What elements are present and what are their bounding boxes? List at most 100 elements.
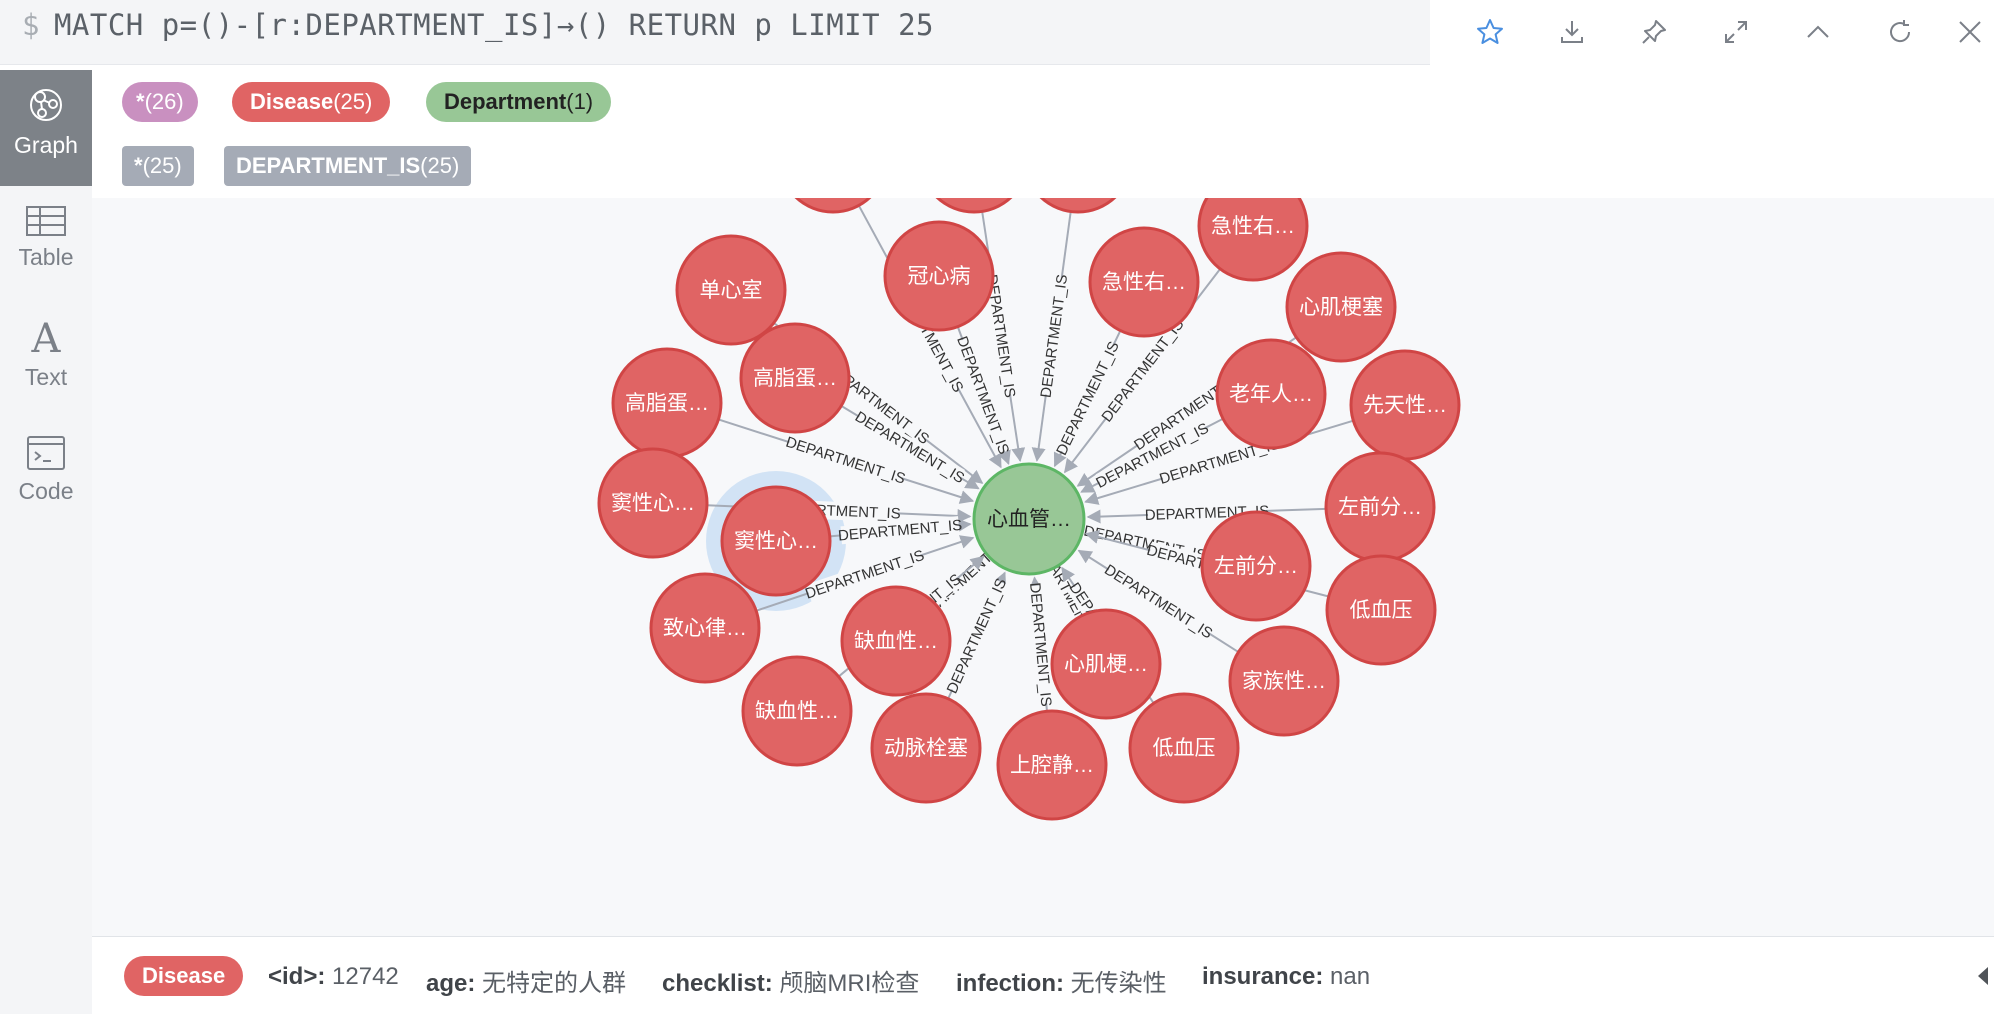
prop-value: nan (1330, 963, 1371, 990)
expand-icon[interactable] (1714, 10, 1758, 54)
legend-all-nodes-count: (26) (144, 89, 184, 114)
disease-node[interactable]: 缺血性… (741, 655, 853, 767)
node-label: 上腔静… (1010, 754, 1094, 777)
disease-node[interactable]: 高脂蛋… (739, 322, 851, 434)
legend-disease-count: (25) (333, 89, 373, 114)
legend-department[interactable]: Department(1) (426, 82, 612, 122)
disease-node[interactable]: 动脉栓塞 (870, 692, 982, 804)
disease-node[interactable]: 高脂蛋… (611, 347, 723, 459)
prop-key: <id>: (268, 963, 326, 990)
graph-canvas[interactable]: DEPARTMENT_IS DEPARTMENT_IS DEPARTMENT_IS D… (92, 198, 1994, 936)
disease-node[interactable]: 缺血性… (840, 585, 952, 697)
inspector-prop-age: age: 无特定的人群 (426, 963, 626, 998)
disease-node[interactable]: 心肌梗塞 (1285, 251, 1397, 363)
node-label: 低血压 (1350, 599, 1413, 622)
disease-node[interactable]: 左前分… (1200, 510, 1312, 622)
node-label: 低血压 (1153, 737, 1216, 760)
legend-department-is[interactable]: DEPARTMENT_IS(25) (224, 146, 472, 186)
disease-node[interactable]: 先天性… (1349, 349, 1461, 461)
disease-node[interactable] (1024, 198, 1132, 214)
nav-table[interactable]: Table (0, 190, 92, 306)
node-label: 左前分… (1214, 555, 1298, 578)
node-label: 缺血性… (755, 700, 839, 723)
disease-node[interactable] (920, 198, 1028, 214)
node-label: 动脉栓塞 (884, 737, 968, 760)
node-label: 家族性… (1242, 670, 1326, 693)
disease-node[interactable]: 窦性心… (597, 447, 709, 559)
star-icon[interactable] (1468, 10, 1512, 54)
legend-all-nodes[interactable]: *(26) (122, 82, 198, 122)
legend-disease[interactable]: Disease(25) (232, 82, 391, 122)
nav-graph-label: Graph (14, 132, 78, 158)
inspector-prop-infection: infection: 无传染性 (956, 963, 1167, 998)
department-node[interactable]: 心血管… (972, 462, 1086, 576)
query-text[interactable]: $ MATCH p=()-[r:DEPARTMENT_IS]→() RETURN … (22, 8, 934, 42)
svg-text:DEPARTMENT_IS: DEPARTMENT_IS (1026, 582, 1055, 708)
node-label: 缺血性… (854, 630, 938, 653)
nav-text-label: Text (24, 364, 68, 390)
disease-node[interactable]: 上腔静… (996, 709, 1108, 821)
disease-node[interactable]: 急性右… (1197, 198, 1309, 282)
close-icon[interactable] (1948, 10, 1992, 54)
legend-rel-type-name: DEPARTMENT_IS (236, 153, 421, 178)
disease-node[interactable]: 致心律… (649, 572, 761, 684)
disease-node[interactable]: 家族性… (1228, 625, 1340, 737)
inspector-prop-checklist: checklist: 颅脑MRI检查 (662, 963, 919, 998)
result-toolbar (1430, 0, 1994, 64)
query-editor[interactable]: $ MATCH p=()-[r:DEPARTMENT_IS]→() RETURN … (0, 0, 1430, 65)
collapse-arrow-icon[interactable] (1978, 967, 1988, 985)
disease-node[interactable]: 冠心病 (883, 220, 995, 332)
inspector-panel: Disease <id>: 12742 age: 无特定的人群 checklis… (92, 936, 1994, 1015)
nav-code-label: Code (18, 478, 74, 504)
disease-node[interactable]: 老年人… (1215, 338, 1327, 450)
disease-node[interactable]: 窦性心… (720, 485, 832, 597)
prop-value: 无传染性 (1070, 970, 1167, 997)
rerun-icon[interactable] (1878, 10, 1922, 54)
prop-key: age: (426, 970, 476, 997)
node-label: 心肌梗… (1064, 653, 1148, 676)
disease-node[interactable]: 急性右… (1088, 226, 1200, 338)
prop-value: 颅脑MRI检查 (779, 970, 920, 997)
code-icon (27, 436, 65, 470)
legend-all-relationships[interactable]: *(25) (122, 146, 194, 186)
disease-node[interactable]: 低血压 (1128, 692, 1240, 804)
node-label: 左前分… (1338, 496, 1422, 519)
nav-graph[interactable]: Graph (0, 70, 92, 186)
query-string[interactable]: MATCH p=()-[r:DEPARTMENT_IS]→() RETURN p… (53, 8, 934, 42)
node-label: 心肌梗塞 (1299, 296, 1383, 319)
node-label: 窦性心… (734, 530, 818, 553)
inspector-label-badge[interactable]: Disease (124, 956, 244, 996)
nav-text[interactable]: A Text (0, 302, 92, 418)
disease-node[interactable]: 心肌梗… (1050, 608, 1162, 720)
disease-node[interactable]: 左前分… (1324, 451, 1436, 563)
node-label: 心血管… (987, 508, 1071, 531)
prop-key: insurance: (1202, 963, 1324, 990)
graph-icon (30, 89, 62, 121)
disease-node[interactable]: 单心室 (779, 198, 887, 214)
node-label: 急性右… (1211, 215, 1295, 238)
node-label: 单心室 (700, 279, 763, 302)
table-icon (26, 206, 66, 236)
relationship-label: DEPARTMENT_IS (1036, 273, 1072, 399)
prop-value: 无特定的人群 (482, 970, 627, 997)
disease-node[interactable]: 低血压 (1325, 554, 1437, 666)
node-label: 高脂蛋… (753, 367, 837, 390)
node-label: 冠心病 (908, 265, 971, 288)
node-label: 窦性心… (611, 492, 695, 515)
pin-icon[interactable] (1632, 10, 1676, 54)
nav-table-label: Table (18, 244, 74, 270)
legend-all-rels-count: (25) (142, 153, 182, 178)
download-icon[interactable] (1550, 10, 1594, 54)
node-label: 急性右… (1102, 271, 1186, 294)
svg-text:DEPARTMENT_IS: DEPARTMENT_IS (1038, 273, 1072, 399)
nav-code[interactable]: Code (0, 420, 92, 536)
collapse-up-icon[interactable] (1796, 10, 1840, 54)
prop-key: checklist: (662, 970, 773, 997)
view-switcher: Graph Table A Text Code (0, 70, 93, 1014)
relationship-label: DEPARTMENT_IS (1026, 582, 1056, 708)
node-label: 先天性… (1363, 394, 1447, 417)
inspector-prop-insurance: insurance: nan (1202, 963, 1370, 991)
prop-value: 12742 (332, 963, 399, 990)
disease-node[interactable]: 单心室 (675, 234, 787, 346)
